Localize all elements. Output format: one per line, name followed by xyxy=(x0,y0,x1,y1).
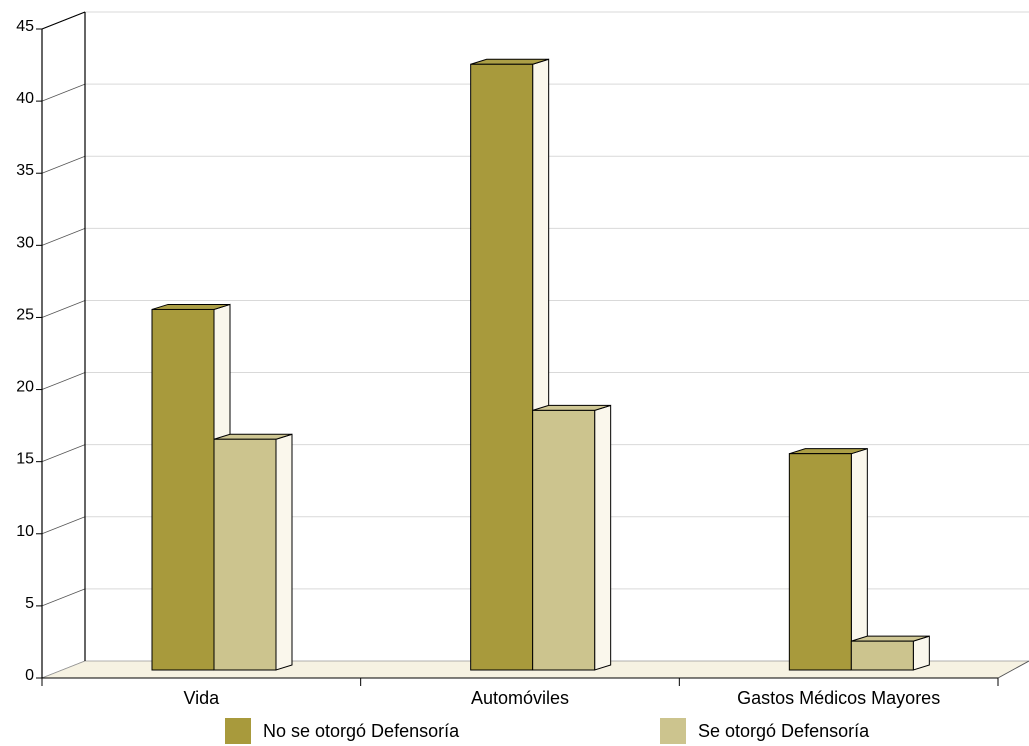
axes xyxy=(36,11,1029,686)
y-tick-label: 30 xyxy=(16,234,34,251)
bars xyxy=(151,58,930,671)
grid-diagonal xyxy=(41,155,86,174)
bar-front xyxy=(788,453,852,671)
legend-item-se-otorgo: Se otorgó Defensoría xyxy=(660,718,869,744)
legend-label: Se otorgó Defensoría xyxy=(698,720,870,741)
grid-diagonal xyxy=(41,444,86,463)
y-tick-label: 35 xyxy=(16,162,34,179)
grid-diagonal xyxy=(41,372,86,390)
bar-side xyxy=(594,404,612,671)
y-tick-label: 0 xyxy=(25,667,34,684)
grid-diagonal xyxy=(41,588,86,607)
y-tick-label: 45 xyxy=(16,18,34,35)
y-tick-label: 5 xyxy=(25,595,34,612)
category-labels: Vida Automóviles Gastos Médicos Mayores xyxy=(183,688,940,708)
legend-swatch xyxy=(225,718,251,744)
bar-front xyxy=(850,640,914,671)
bar-side xyxy=(912,635,930,671)
bar xyxy=(788,447,868,671)
bar-front xyxy=(532,409,596,671)
grid-diagonal xyxy=(41,300,86,318)
grid-diagonal xyxy=(41,83,86,102)
y-tick-label: 10 xyxy=(16,523,34,540)
y-tick-labels: 0 5 10 15 20 25 30 35 40 45 xyxy=(16,18,34,684)
y-tick-label: 15 xyxy=(16,451,34,468)
bar-side xyxy=(275,433,293,671)
legend: No se otorgó Defensoría Se otorgó Defens… xyxy=(0,714,1029,746)
category-label: Automóviles xyxy=(471,688,569,708)
grid-diagonal xyxy=(41,227,86,246)
y-tick-label: 25 xyxy=(16,306,34,323)
y-axis-top xyxy=(41,11,86,30)
bar-front xyxy=(213,438,277,671)
bar xyxy=(850,635,930,671)
x-axis-end xyxy=(997,660,1029,679)
bar xyxy=(532,404,612,671)
bar xyxy=(151,303,231,671)
bar xyxy=(213,433,293,671)
y-tick-label: 40 xyxy=(16,90,34,107)
grid-diagonal xyxy=(41,516,86,535)
bar-front xyxy=(470,63,534,671)
category-label: Vida xyxy=(183,688,220,708)
bar-front xyxy=(151,308,215,671)
category-label: Gastos Médicos Mayores xyxy=(737,688,940,708)
legend-item-no-se-otorgo: No se otorgó Defensoría xyxy=(225,718,459,744)
y-tick-label: 20 xyxy=(16,379,34,396)
legend-swatch xyxy=(660,718,686,744)
legend-label: No se otorgó Defensoría xyxy=(263,720,460,741)
